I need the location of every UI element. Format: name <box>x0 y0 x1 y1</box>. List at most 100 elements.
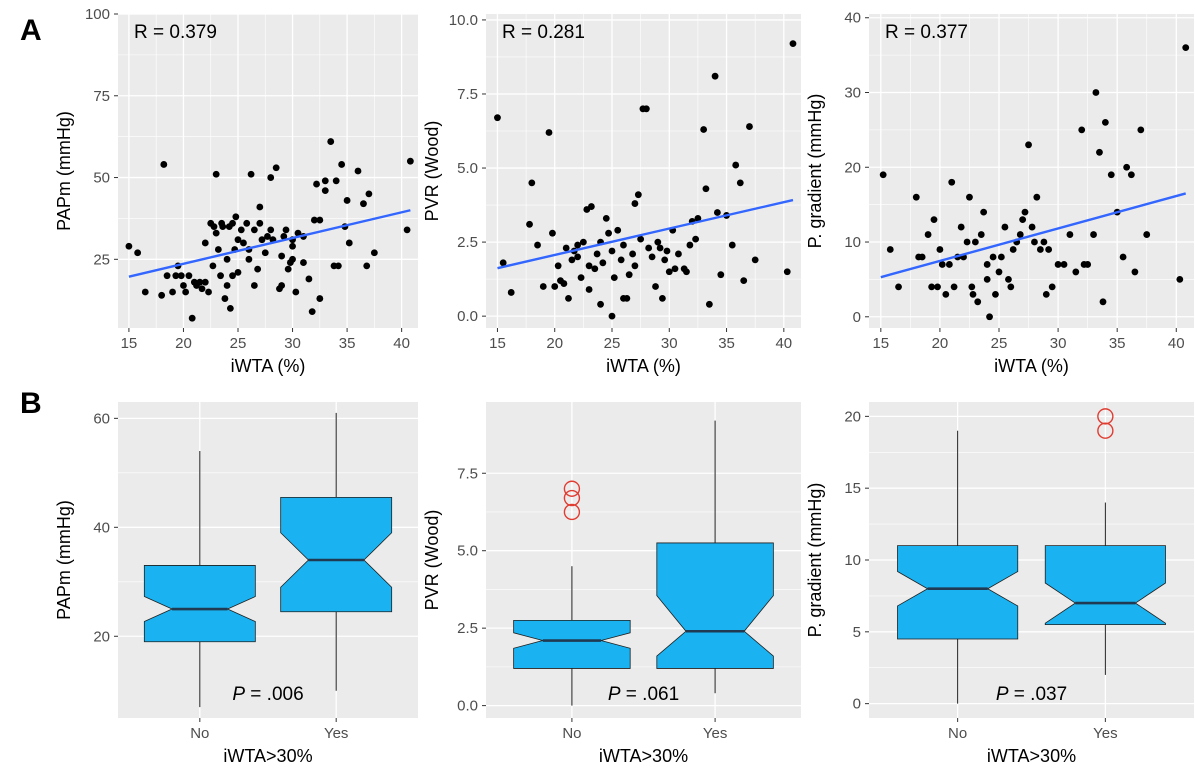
regression-line <box>497 198 794 270</box>
x-tick-label: Yes <box>1093 725 1117 742</box>
data-point <box>1045 246 1053 253</box>
data-point <box>700 126 708 133</box>
data-point <box>212 229 220 237</box>
y-axis-title: P. gradient (mmHg) <box>805 483 825 638</box>
data-point <box>1078 126 1086 134</box>
data-point <box>526 220 533 228</box>
data-point <box>1092 89 1100 96</box>
data-point <box>963 238 971 246</box>
data-point <box>694 214 702 222</box>
y-tick-label: 100 <box>85 6 110 23</box>
data-point <box>623 294 631 302</box>
data-point <box>256 203 264 211</box>
data-point <box>1042 290 1050 298</box>
data-point <box>229 272 236 280</box>
data-point <box>702 185 710 193</box>
data-point <box>223 255 231 263</box>
x-tick-label: 15 <box>121 335 138 352</box>
data-point <box>534 241 541 249</box>
chart-6: 0 5 10 15 20 No Yes P = .037 iWTA>30% P. gradient… <box>805 402 1194 766</box>
data-point <box>185 272 193 280</box>
data-point <box>789 40 797 48</box>
data-point <box>264 233 271 240</box>
data-point <box>886 246 894 253</box>
data-point <box>180 282 187 289</box>
plot-panel <box>118 14 418 328</box>
data-point <box>574 253 582 261</box>
data-point <box>746 123 753 130</box>
data-point <box>560 280 568 287</box>
box-no <box>143 565 256 643</box>
data-point <box>648 253 656 261</box>
box-yes <box>656 542 774 669</box>
data-point <box>294 229 302 237</box>
data-point <box>989 253 997 261</box>
y-tick-label: 40 <box>93 519 110 536</box>
data-point <box>675 250 682 258</box>
data-point <box>363 262 371 270</box>
x-tick-label: 35 <box>339 335 356 352</box>
data-point <box>659 294 666 302</box>
data-point <box>528 179 536 187</box>
data-point <box>934 283 941 291</box>
data-point <box>284 265 292 273</box>
data-point <box>945 261 953 268</box>
data-point <box>289 242 296 250</box>
data-point <box>936 246 944 253</box>
data-point <box>134 249 142 257</box>
x-tick-label: 35 <box>1109 335 1126 352</box>
data-point <box>360 200 367 208</box>
p-symbol: P <box>608 684 621 705</box>
data-point <box>254 265 262 273</box>
data-point <box>338 161 346 168</box>
data-point <box>219 223 227 231</box>
data-point <box>1107 171 1115 179</box>
data-point <box>240 239 247 247</box>
data-point <box>507 289 515 296</box>
x-axis-title: iWTA>30% <box>987 746 1076 766</box>
y-tick-label: 2.5 <box>457 620 478 637</box>
x-axis-title: iWTA (%) <box>231 356 306 376</box>
data-point <box>261 249 269 257</box>
data-point <box>237 226 245 234</box>
y-tick-label: 60 <box>93 410 110 427</box>
data-point <box>226 304 234 312</box>
plot-panel <box>486 14 801 328</box>
y-tick-label: 20 <box>844 159 861 176</box>
data-point <box>587 203 595 210</box>
x-tick-label: 15 <box>872 335 889 352</box>
data-point <box>918 253 926 261</box>
data-point <box>160 161 168 168</box>
data-point <box>232 213 240 221</box>
data-point <box>645 244 653 252</box>
data-point <box>1016 231 1024 238</box>
p-symbol: P <box>232 684 245 705</box>
p-value: = .061 <box>621 684 680 705</box>
y-tick-label: 0.0 <box>457 698 478 715</box>
data-point <box>608 247 616 255</box>
x-tick-label: 20 <box>175 335 192 352</box>
data-point <box>308 308 316 316</box>
x-tick-label: 30 <box>1050 335 1067 352</box>
data-point <box>280 233 288 240</box>
data-point <box>705 300 713 308</box>
data-point <box>625 271 633 279</box>
data-point <box>370 249 378 257</box>
data-point <box>663 247 671 255</box>
y-axis-title: PAPm (mmHg) <box>54 500 74 620</box>
data-point <box>289 255 296 263</box>
y-tick-label: 5.0 <box>457 543 478 560</box>
data-point <box>172 272 180 280</box>
box-yes <box>1044 545 1166 626</box>
data-point <box>250 226 258 234</box>
data-point <box>198 285 206 293</box>
y-tick-label: 0.0 <box>457 308 478 325</box>
data-point <box>234 236 242 244</box>
data-point <box>272 164 280 172</box>
data-point <box>783 268 791 276</box>
y-axis-title: PAPm (mmHg) <box>54 111 74 231</box>
y-tick-label: 7.5 <box>457 465 478 482</box>
x-tick-label: 30 <box>284 335 301 352</box>
data-point <box>1054 261 1062 268</box>
data-point <box>267 226 275 234</box>
